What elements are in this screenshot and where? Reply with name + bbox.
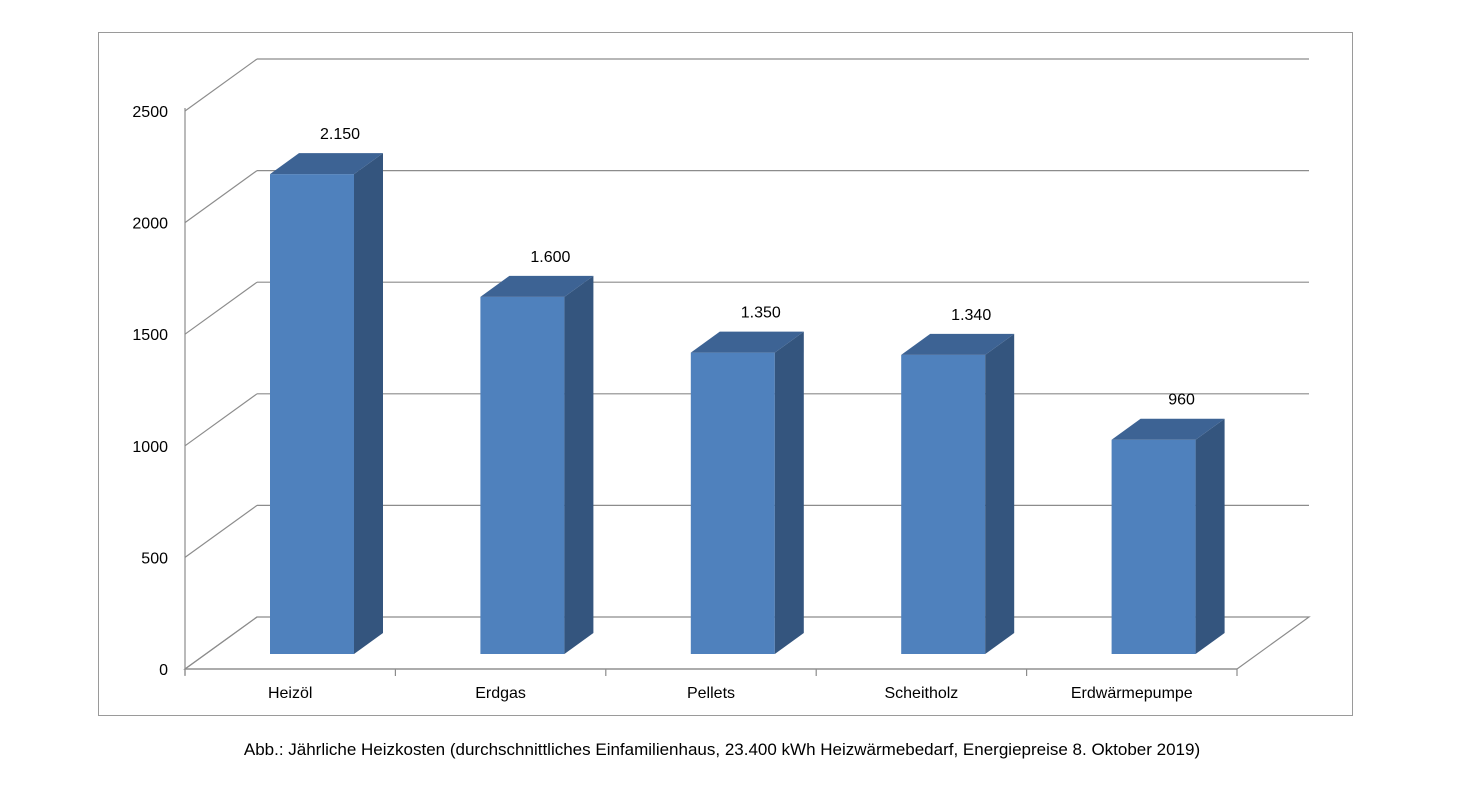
gridline-side xyxy=(184,58,258,112)
bar-value-label: 1.350 xyxy=(741,305,781,322)
bar-front xyxy=(690,352,775,654)
chart-frame xyxy=(98,32,1353,716)
x-category-label: Erdgas xyxy=(475,685,526,702)
x-category-label: Heizöl xyxy=(268,685,312,702)
bar-side xyxy=(985,333,1015,654)
bar-value-label: 1.600 xyxy=(530,249,570,266)
bar-front xyxy=(901,354,986,654)
bar-value-label: 1.340 xyxy=(951,307,991,324)
x-category-label: Erdwärmepumpe xyxy=(1071,685,1193,702)
gridline-side xyxy=(184,616,258,670)
bar-top xyxy=(480,275,594,297)
gridline-side xyxy=(184,170,258,224)
bar-side xyxy=(774,331,804,654)
bar-side xyxy=(564,275,594,654)
gridline-side xyxy=(184,281,258,335)
figure-caption: Abb.: Jährliche Heizkosten (durchschnitt… xyxy=(243,740,1201,759)
bar-value-label: 960 xyxy=(1168,392,1195,409)
x-category-label: Scheitholz xyxy=(884,685,958,702)
bar-front xyxy=(270,174,354,654)
y-tick-label: 2000 xyxy=(132,216,168,233)
gridline-side xyxy=(184,393,258,447)
gridline-side xyxy=(184,504,258,558)
y-tick-label: 1000 xyxy=(132,439,168,456)
bar-front xyxy=(1111,439,1196,654)
bar-front xyxy=(480,296,565,654)
bar-side xyxy=(354,153,383,654)
bar-top xyxy=(690,331,804,353)
bar-top xyxy=(901,333,1015,355)
bar-value-label: 2.150 xyxy=(320,126,360,143)
y-tick-label: 1500 xyxy=(132,327,168,344)
y-tick-label: 2500 xyxy=(132,104,168,121)
y-tick-label: 0 xyxy=(159,662,168,679)
bar-top xyxy=(1111,418,1225,440)
bar-top xyxy=(270,153,383,175)
bar-side xyxy=(1195,418,1225,654)
x-category-label: Pellets xyxy=(687,685,735,702)
y-tick-label: 500 xyxy=(141,550,168,567)
